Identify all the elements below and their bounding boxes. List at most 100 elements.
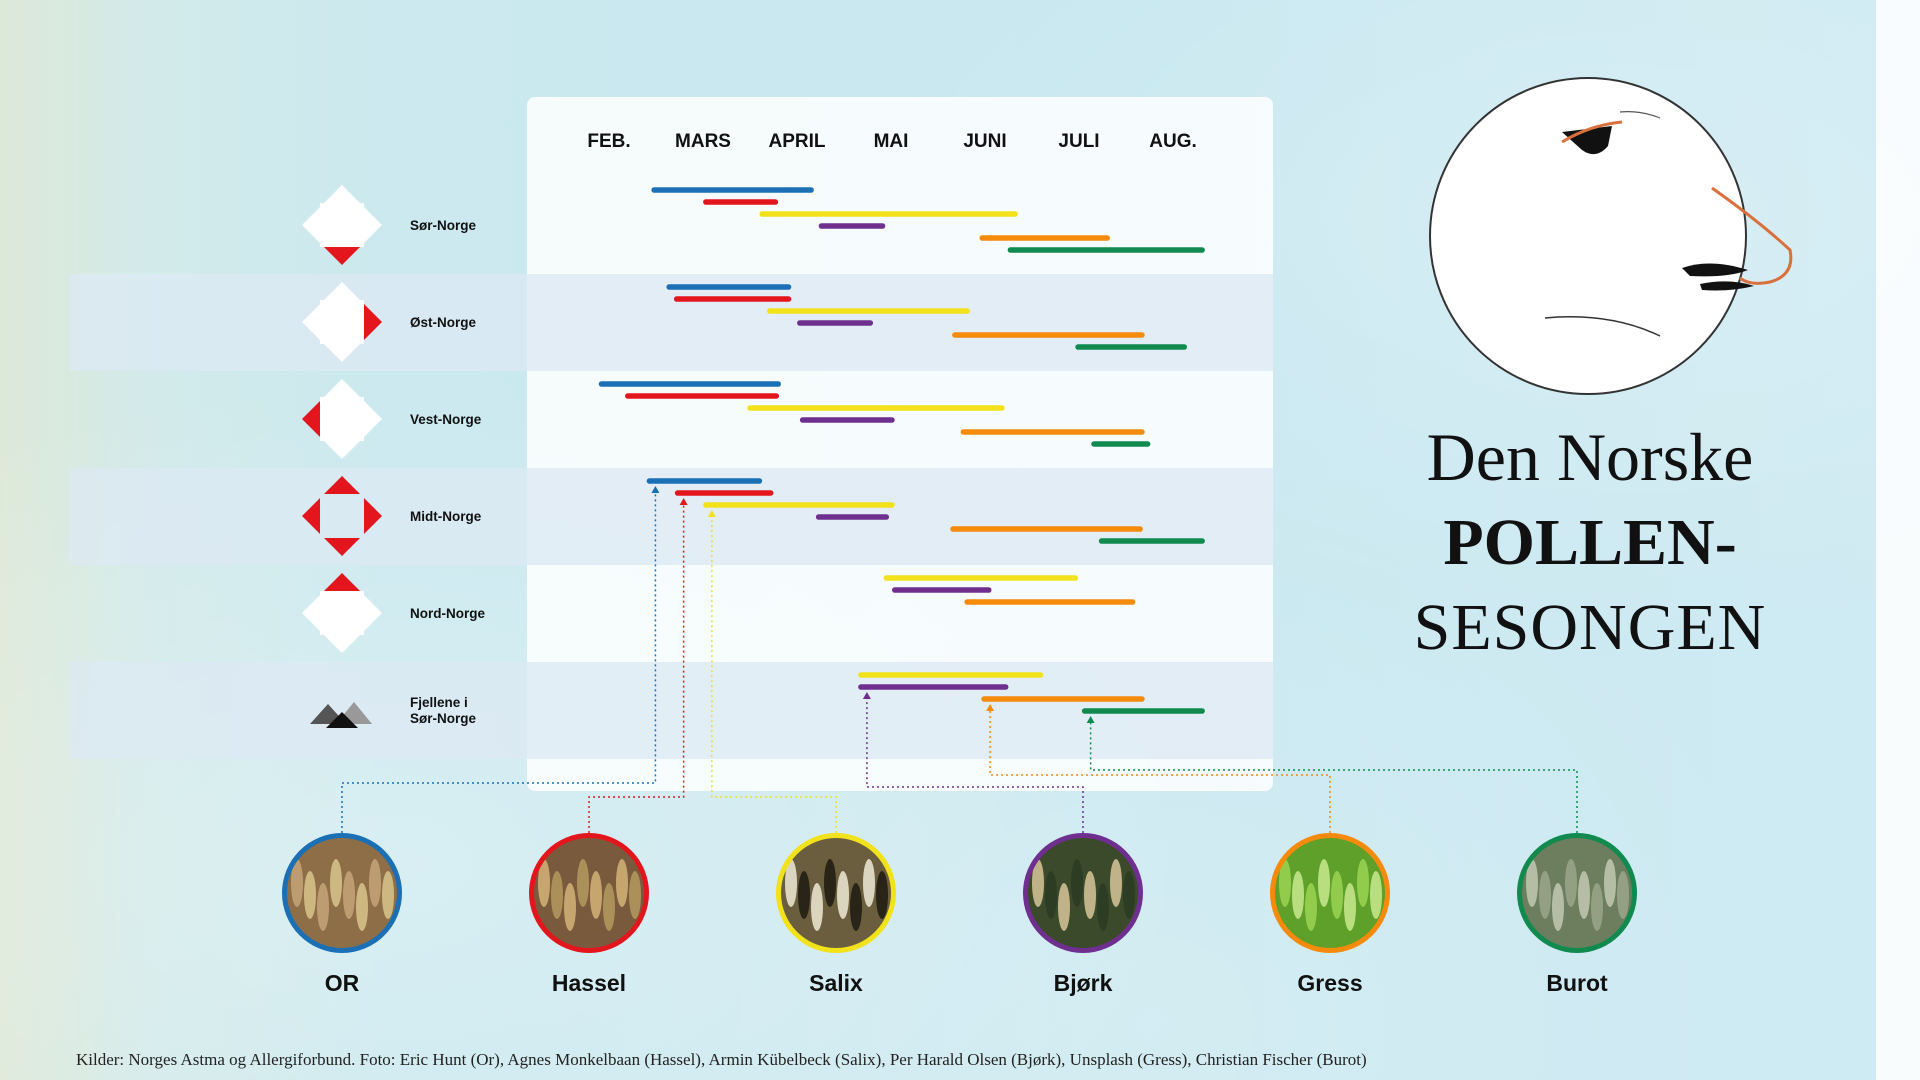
row-band-midt-norge (70, 468, 1273, 565)
photo-border (1026, 836, 1140, 950)
photo-detail (1526, 859, 1538, 907)
photo-detail (1344, 883, 1356, 931)
month-label-mai: MAI (874, 131, 909, 152)
source-credits: Kilder: Norges Astma og Allergiforbund. … (76, 1050, 1367, 1069)
period-bars (598, 187, 1205, 714)
photo-detail (564, 883, 576, 931)
plant-photo (533, 837, 645, 949)
photo-detail (811, 883, 823, 931)
region-icon-vest-norge (302, 379, 382, 459)
legend-label-or: OR (324, 970, 360, 996)
photo-detail (291, 859, 303, 907)
face-illustration (1429, 77, 1793, 395)
photo-border (779, 836, 893, 950)
face-nostril-2 (1700, 281, 1754, 291)
connector-gress (989, 707, 1331, 833)
photo-detail (798, 871, 810, 919)
region-icon--st-norge (302, 282, 382, 362)
photo-detail (1370, 871, 1382, 919)
photo-detail (1084, 871, 1096, 919)
compass-center (320, 591, 364, 635)
face-circle (1429, 77, 1747, 395)
row-band-ost-norge (70, 274, 1273, 371)
legend-connectors (341, 486, 1578, 833)
photo-detail (837, 871, 849, 919)
photo-detail (1539, 871, 1551, 919)
legend-item-or (282, 833, 402, 953)
photo-detail (343, 871, 355, 919)
legend-item-gress (1270, 833, 1390, 953)
photo-detail (824, 859, 836, 907)
photo-detail (1110, 859, 1122, 907)
plant-photo (1521, 837, 1633, 949)
compass-mark-top (324, 476, 360, 494)
month-label-juli: JULI (1058, 131, 1099, 152)
photo-detail (629, 871, 641, 919)
photo-detail (785, 859, 797, 907)
photo-detail (876, 871, 888, 919)
connector-salix (711, 513, 837, 833)
region-label-nord-norge: Nord-Norge (410, 606, 485, 621)
title-line-1: Den Norske (1426, 419, 1754, 495)
region-icon-midt-norge (302, 476, 382, 556)
photo-border (1520, 836, 1634, 950)
plant-photo (286, 837, 398, 949)
title-line-2: POLLEN- (1443, 506, 1737, 579)
photo-detail (304, 871, 316, 919)
legend-item-burot (1517, 833, 1637, 953)
connector-arrow-or (651, 486, 660, 493)
photo-detail (850, 883, 862, 931)
connector-arrow-hassel (679, 498, 688, 505)
plant-legend (282, 833, 1637, 953)
plant-photo (1274, 837, 1386, 949)
face-mouth (1544, 316, 1661, 337)
compass-mark-right (364, 498, 382, 534)
face-brow (1619, 111, 1661, 119)
compass-mark-top (324, 282, 360, 300)
region-label-fjellene-i-s-r-norge-2: Sør-Norge (410, 711, 476, 726)
photo-detail (1097, 883, 1109, 931)
photo-detail (863, 859, 875, 907)
connector-arrow-salix (707, 510, 716, 517)
month-label-feb-: FEB. (587, 131, 630, 152)
compass-mark-left (302, 595, 320, 631)
photo-detail (1071, 859, 1083, 907)
photo-detail (382, 871, 394, 919)
photo-detail (616, 859, 628, 907)
compass-mark-bottom (324, 344, 360, 362)
photo-detail (317, 883, 329, 931)
photo-detail (1552, 883, 1564, 931)
photo-detail (1604, 859, 1616, 907)
photo-detail (330, 859, 342, 907)
photo-detail (1331, 871, 1343, 919)
region-label-midt-norge: Midt-Norge (410, 509, 482, 524)
month-label-april: APRIL (769, 131, 826, 152)
legend-item-salix (776, 833, 896, 953)
compass-mark-bottom (324, 441, 360, 459)
compass-mark-top (324, 573, 360, 591)
photo-detail (1591, 883, 1603, 931)
connector-or (341, 489, 657, 833)
region-label--st-norge: Øst-Norge (410, 315, 476, 330)
photo-detail (1318, 859, 1330, 907)
compass-mark-right (364, 304, 382, 340)
photo-detail (1279, 859, 1291, 907)
compass-mark-left (302, 498, 320, 534)
compass-mark-right (364, 595, 382, 631)
month-axis: FEB. MARS APRIL MAI JUNI JULI AUG. (587, 131, 1196, 152)
photo-detail (356, 883, 368, 931)
photo-detail (1578, 871, 1590, 919)
face-eyelid (1561, 120, 1623, 144)
photo-detail (1032, 859, 1044, 907)
connector-arrow-gress (986, 704, 995, 711)
legend-item-hassel (529, 833, 649, 953)
photo-detail (538, 859, 550, 907)
compass-center (320, 203, 364, 247)
photo-detail (1058, 883, 1070, 931)
face-nose (1711, 186, 1793, 285)
photo-detail (1305, 883, 1317, 931)
month-label-aug-: AUG. (1149, 131, 1197, 152)
face-nostril (1682, 263, 1748, 277)
photo-detail (577, 859, 589, 907)
region-icons (302, 185, 382, 728)
